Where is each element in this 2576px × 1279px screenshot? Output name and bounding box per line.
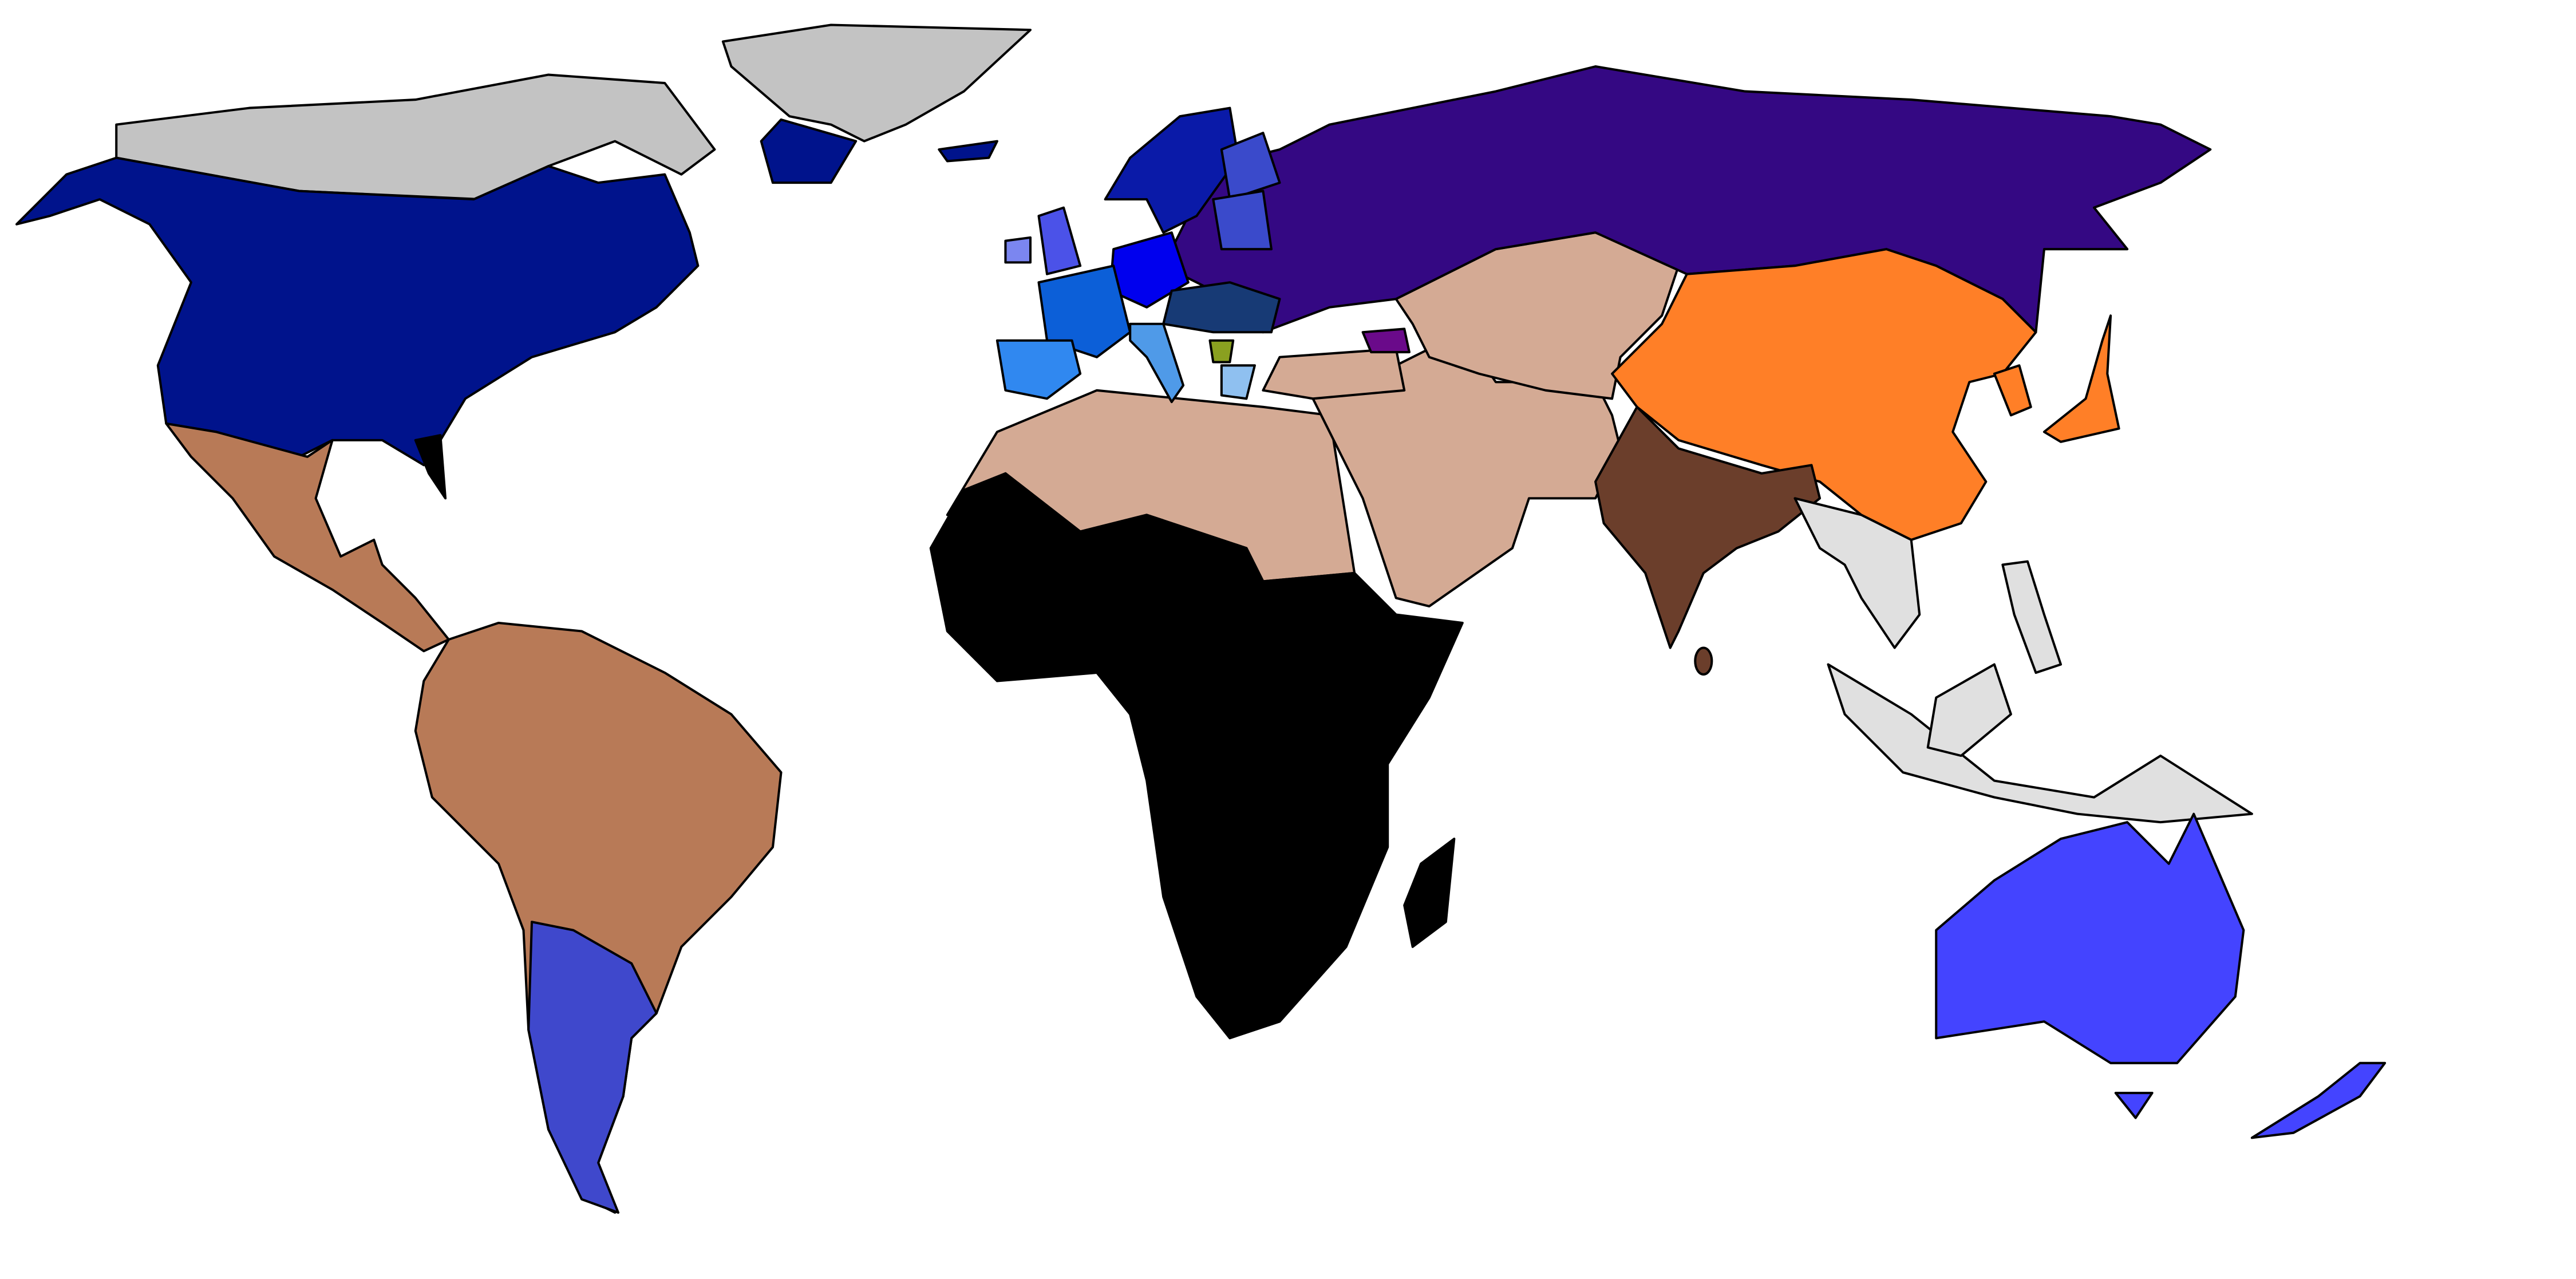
sub-saharan-africa-region [929,472,1464,1040]
indochina-region [1793,497,1921,649]
madagascar-region [1403,838,1456,948]
spain-region [995,339,1082,400]
finland-region [1220,132,1281,201]
greenland-coast-region [760,118,858,184]
japan-region [2042,314,2120,443]
north-america-region [15,156,700,467]
philippines-region [2001,560,2063,674]
mexico-central-america-region [165,422,450,653]
china-region [1611,248,2037,541]
baltics-region [1212,190,1273,251]
tasmania-region [2114,1092,2154,1119]
greenland-region [721,23,1032,143]
borneo-region [1926,663,2012,757]
france-region [1037,265,1132,358]
indonesia-region [1827,663,2253,824]
italy-region [1129,322,1185,404]
ireland-region [1004,236,1032,264]
balkans-region [1208,339,1235,364]
uk-region [1037,206,1082,275]
argentina-region [527,921,658,1214]
new-zealand-region [2250,1061,2387,1139]
florida-region [414,434,447,500]
iceland-region [938,140,998,163]
sri-lanka-region [1694,646,1713,676]
caucasus-region [1361,327,1411,354]
india-region [1594,405,1822,649]
greece-region [1220,364,1256,400]
eastern-europe-region [1162,281,1281,334]
turkey-region [1262,348,1406,400]
russia-region [1162,65,2212,334]
australia-region [1935,812,2245,1064]
korea-region [1993,364,2032,417]
